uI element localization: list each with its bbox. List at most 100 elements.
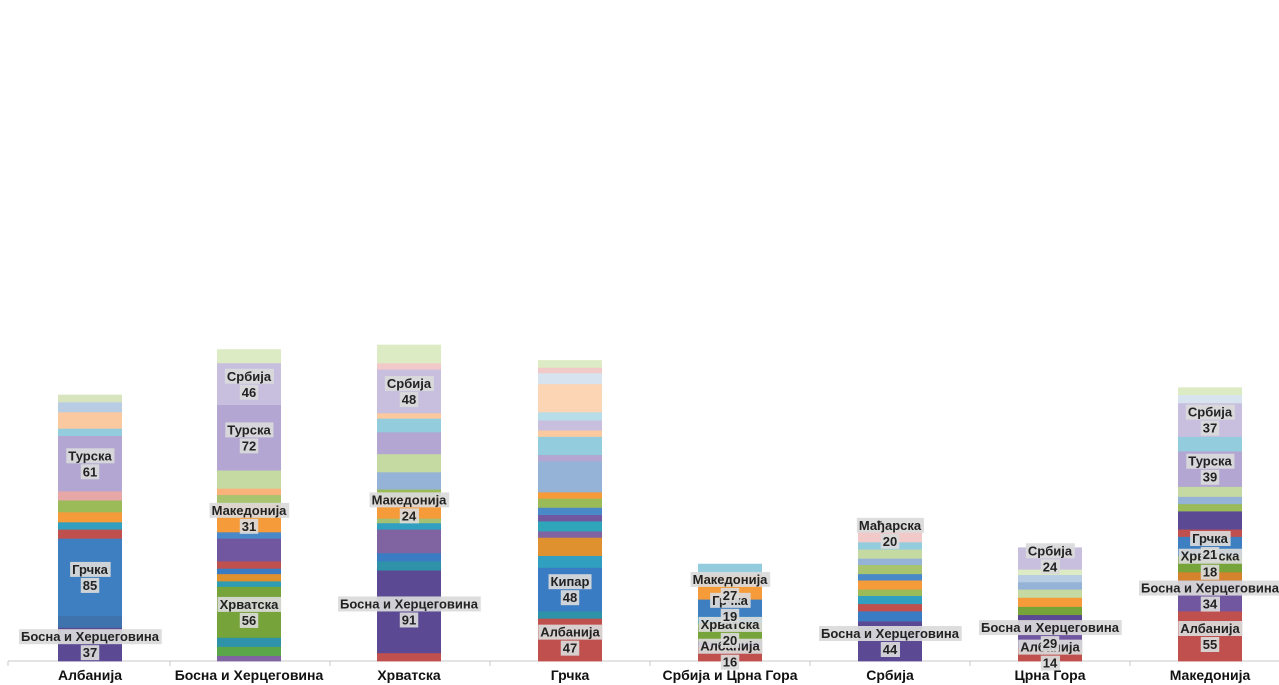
bar-segment [217, 637, 281, 647]
bar-segment [217, 349, 281, 364]
segment-label-value: 48 [563, 590, 577, 605]
segment-label-value: 34 [1203, 597, 1218, 612]
bar-segment [1178, 394, 1242, 404]
bar-segment [58, 435, 122, 492]
bar-segment [217, 470, 281, 489]
bar-segment [377, 652, 441, 662]
bar-segment [1178, 436, 1242, 452]
bar-segment [858, 549, 922, 559]
segment-label-value: 39 [1203, 470, 1217, 485]
segment-label-name-bg [338, 596, 481, 612]
segment-label-value-bg [880, 533, 900, 549]
segment-label-name-bg [548, 574, 592, 590]
segment-label-value-bg [239, 384, 259, 400]
segment-label-value: 44 [883, 642, 898, 657]
bar-segment [538, 491, 602, 499]
bar-segment [538, 367, 602, 374]
segment-label-value-bg [560, 640, 580, 656]
bar-segment [377, 418, 441, 433]
segment-label-value: 46 [242, 385, 256, 400]
bar-segment [1018, 597, 1082, 607]
bar-segment [377, 362, 441, 370]
segment-label-name-bg [1178, 621, 1243, 637]
segment-label-name-bg [19, 629, 162, 645]
segment-label-value: 19 [723, 609, 737, 624]
segment-label-value: 21 [1203, 547, 1217, 562]
bar-segment [858, 580, 922, 590]
bar-segment [538, 531, 602, 538]
x-tick-label: Хрватска [377, 667, 441, 683]
bar-segment [58, 529, 122, 539]
bar-segment [58, 411, 122, 429]
segment-label-name-bg [1186, 453, 1235, 469]
bar-segment [217, 561, 281, 569]
segment-label-value-bg [1200, 547, 1220, 563]
segment-label-name: Албанија [1180, 621, 1240, 636]
bar-segment [217, 568, 281, 575]
bar-segment [58, 511, 122, 523]
bar-segment [1018, 606, 1082, 616]
segment-label-value: 20 [723, 633, 737, 648]
bar-segment [58, 521, 122, 530]
bar-segment [1178, 611, 1242, 662]
bar-segment [58, 500, 122, 513]
bar-segment [698, 563, 762, 576]
segment-label-name: Македонија [693, 572, 769, 587]
bar-segment [538, 383, 602, 413]
segment-label-name: Босна и Херцеговина [340, 596, 479, 611]
segment-label-value: 27 [723, 588, 737, 603]
x-tick-label: Албанија [58, 667, 122, 683]
segment-label-name: Турска [227, 422, 271, 437]
bar-segment [538, 461, 602, 493]
segment-label-name: Мађарска [859, 518, 922, 533]
segment-label-value-bg [239, 518, 259, 534]
bar-segment [858, 558, 922, 566]
segment-label-value-bg [399, 392, 419, 408]
bar-segment [377, 552, 441, 562]
bar-segment [1018, 574, 1082, 583]
x-axis-tick-labels: Албанија Босна и Херцеговина Хрватска Грчка… [58, 667, 1251, 683]
segment-label-name-bg [224, 368, 274, 384]
segment-label-value: 29 [1043, 636, 1057, 651]
bar-segment [377, 471, 441, 490]
bar-segment [538, 360, 602, 368]
segment-label-name-bg [384, 376, 434, 392]
segment-label-name: Македонија [372, 492, 448, 507]
segment-label-value-bg [239, 438, 259, 454]
segment-label-name: Србија [1028, 543, 1073, 558]
segment-label-value-bg [80, 577, 100, 593]
bar-segment [1178, 387, 1242, 396]
bar-segment [858, 589, 922, 596]
segment-label-name: Хрватска [220, 597, 280, 612]
segment-label-name-bg [66, 448, 115, 464]
bar-segment [538, 430, 602, 437]
bar-segment [538, 498, 602, 508]
bar-segment [538, 507, 602, 516]
segment-label-value-bg [80, 645, 100, 661]
segment-label-name-bg [856, 517, 924, 533]
bar-segment [58, 491, 122, 501]
segment-label-value-bg [720, 654, 740, 670]
bar-segment [58, 394, 122, 403]
segment-label-value-bg [1200, 564, 1220, 580]
segment-label-name-bg [209, 502, 290, 518]
bar-segment [538, 436, 602, 456]
segment-label-name: Србија [227, 369, 272, 384]
segment-label-name-bg [1190, 531, 1231, 547]
bar-segment [217, 581, 281, 587]
segment-label-name-bg [690, 571, 771, 587]
x-axis-ticks [7, 661, 1131, 666]
bar-segment [538, 411, 602, 421]
segment-label-name: Грчка [1192, 531, 1229, 546]
bar-segment [217, 494, 281, 505]
segment-label-name: Србија [387, 376, 432, 391]
bar-segment [217, 538, 281, 562]
bar-segment [538, 611, 602, 619]
segment-label-value: 91 [402, 612, 416, 627]
segment-label-value: 55 [1203, 637, 1217, 652]
segment-label-name: Србија [1188, 405, 1233, 420]
segment-label-value-bg [880, 642, 900, 658]
bar-segment [377, 570, 441, 654]
bar-segment [1018, 581, 1082, 590]
bar-segment [377, 453, 441, 473]
